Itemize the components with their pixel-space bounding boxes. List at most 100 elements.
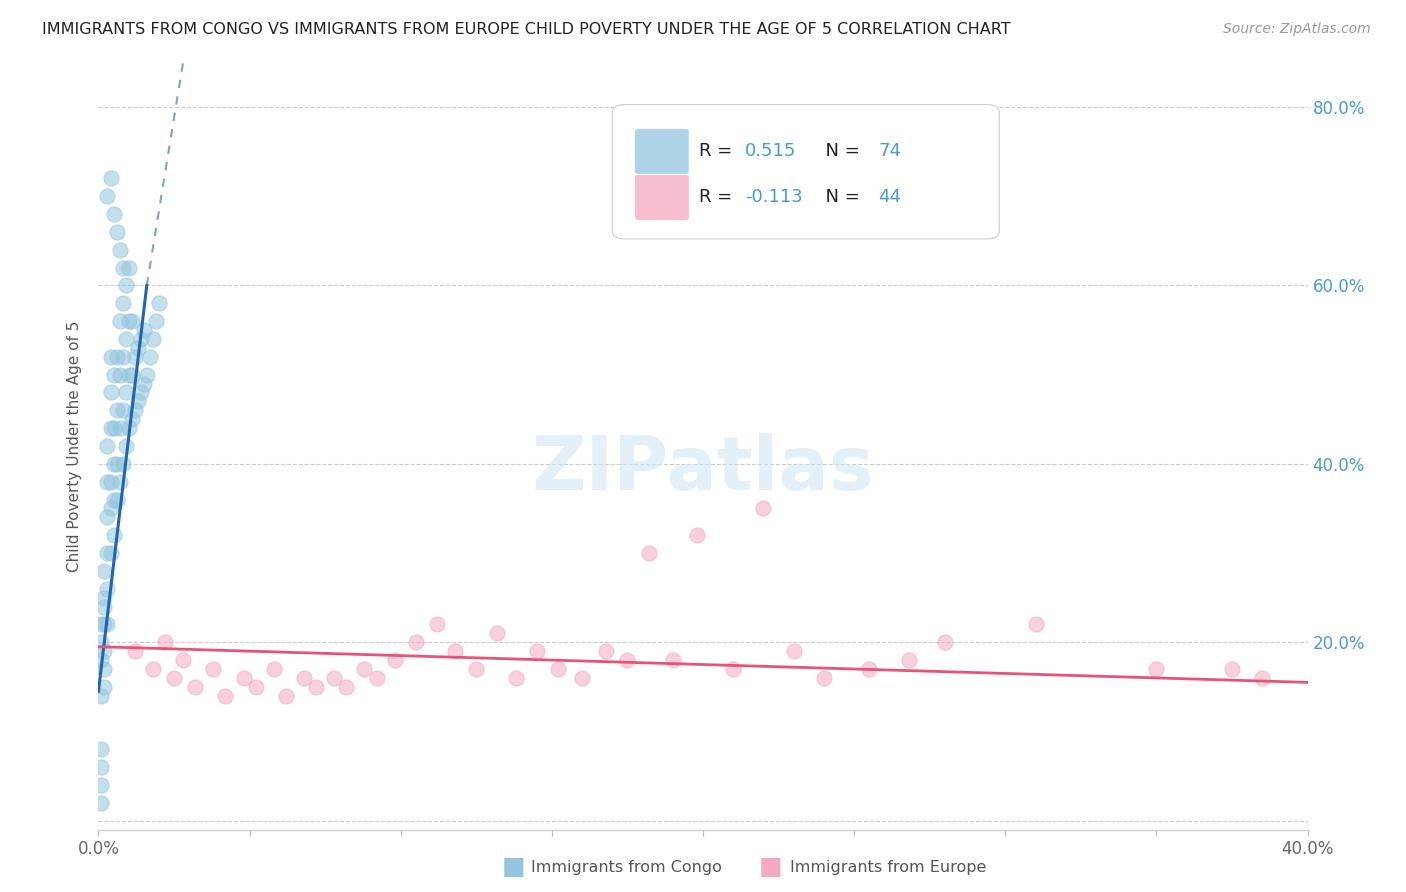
Point — [105, 492, 128, 507]
Point — [108, 314, 131, 328]
Text: ■: ■ — [502, 855, 524, 879]
Point — [145, 314, 167, 328]
Point — [100, 421, 122, 435]
Point — [426, 617, 449, 632]
Point — [547, 662, 569, 676]
Point — [142, 662, 165, 676]
Point — [93, 662, 115, 676]
Point — [202, 662, 225, 676]
Point — [335, 680, 357, 694]
Text: R =: R = — [699, 143, 738, 161]
Point — [118, 368, 141, 382]
Point — [111, 457, 134, 471]
Point — [96, 439, 118, 453]
Point — [100, 475, 122, 489]
Point — [96, 617, 118, 632]
Point — [172, 653, 194, 667]
Point — [934, 635, 956, 649]
Point — [1024, 617, 1046, 632]
Point — [103, 457, 125, 471]
Point — [366, 671, 388, 685]
Point — [405, 635, 427, 649]
Text: N =: N = — [814, 188, 866, 206]
Point — [616, 653, 638, 667]
Point — [444, 644, 467, 658]
Point — [305, 680, 328, 694]
Point — [723, 662, 745, 676]
Point — [93, 564, 115, 578]
Point — [111, 350, 134, 364]
Point — [114, 439, 136, 453]
Point — [148, 296, 170, 310]
FancyBboxPatch shape — [636, 129, 689, 174]
Point — [90, 617, 112, 632]
Point — [686, 528, 709, 542]
Point — [90, 635, 112, 649]
Point — [129, 385, 152, 400]
Point — [752, 501, 775, 516]
Point — [526, 644, 548, 658]
Point — [108, 368, 131, 382]
Point — [96, 189, 118, 203]
Point — [139, 350, 162, 364]
Text: R =: R = — [699, 188, 738, 206]
Point — [93, 617, 115, 632]
Point — [245, 680, 267, 694]
Point — [1251, 671, 1274, 685]
Point — [105, 225, 128, 239]
Point — [93, 644, 115, 658]
Point — [103, 421, 125, 435]
Point — [111, 403, 134, 417]
Point — [105, 457, 128, 471]
Point — [100, 350, 122, 364]
Text: ZIPatlas: ZIPatlas — [531, 433, 875, 506]
Point — [263, 662, 285, 676]
FancyBboxPatch shape — [613, 104, 1000, 239]
Point — [111, 260, 134, 275]
Point — [118, 260, 141, 275]
Point — [274, 689, 297, 703]
Point — [486, 626, 509, 640]
Point — [121, 412, 143, 426]
Point — [1220, 662, 1243, 676]
Point — [505, 671, 527, 685]
Point — [93, 680, 115, 694]
FancyBboxPatch shape — [636, 175, 689, 219]
Point — [96, 546, 118, 560]
Point — [384, 653, 406, 667]
Point — [465, 662, 488, 676]
Point — [571, 671, 593, 685]
Point — [90, 742, 112, 756]
Point — [132, 376, 155, 391]
Point — [105, 403, 128, 417]
Text: Immigrants from Congo: Immigrants from Congo — [531, 860, 723, 874]
Point — [103, 368, 125, 382]
Point — [637, 546, 659, 560]
Text: Immigrants from Europe: Immigrants from Europe — [790, 860, 987, 874]
Point — [124, 350, 146, 364]
Point — [661, 653, 683, 667]
Point — [124, 644, 146, 658]
Point — [232, 671, 254, 685]
Point — [121, 368, 143, 382]
Point — [897, 653, 920, 667]
Point — [121, 314, 143, 328]
Point — [100, 501, 122, 516]
Point — [1144, 662, 1167, 676]
Point — [595, 644, 617, 658]
Point — [135, 368, 157, 382]
Point — [323, 671, 346, 685]
Text: N =: N = — [814, 143, 866, 161]
Point — [129, 332, 152, 346]
Point — [108, 243, 131, 257]
Point — [118, 314, 141, 328]
Text: ■: ■ — [759, 855, 782, 879]
Point — [90, 689, 112, 703]
Point — [783, 644, 806, 658]
Point — [114, 278, 136, 293]
Point — [96, 582, 118, 596]
Text: Source: ZipAtlas.com: Source: ZipAtlas.com — [1223, 22, 1371, 37]
Point — [114, 332, 136, 346]
Point — [103, 207, 125, 221]
Point — [184, 680, 207, 694]
